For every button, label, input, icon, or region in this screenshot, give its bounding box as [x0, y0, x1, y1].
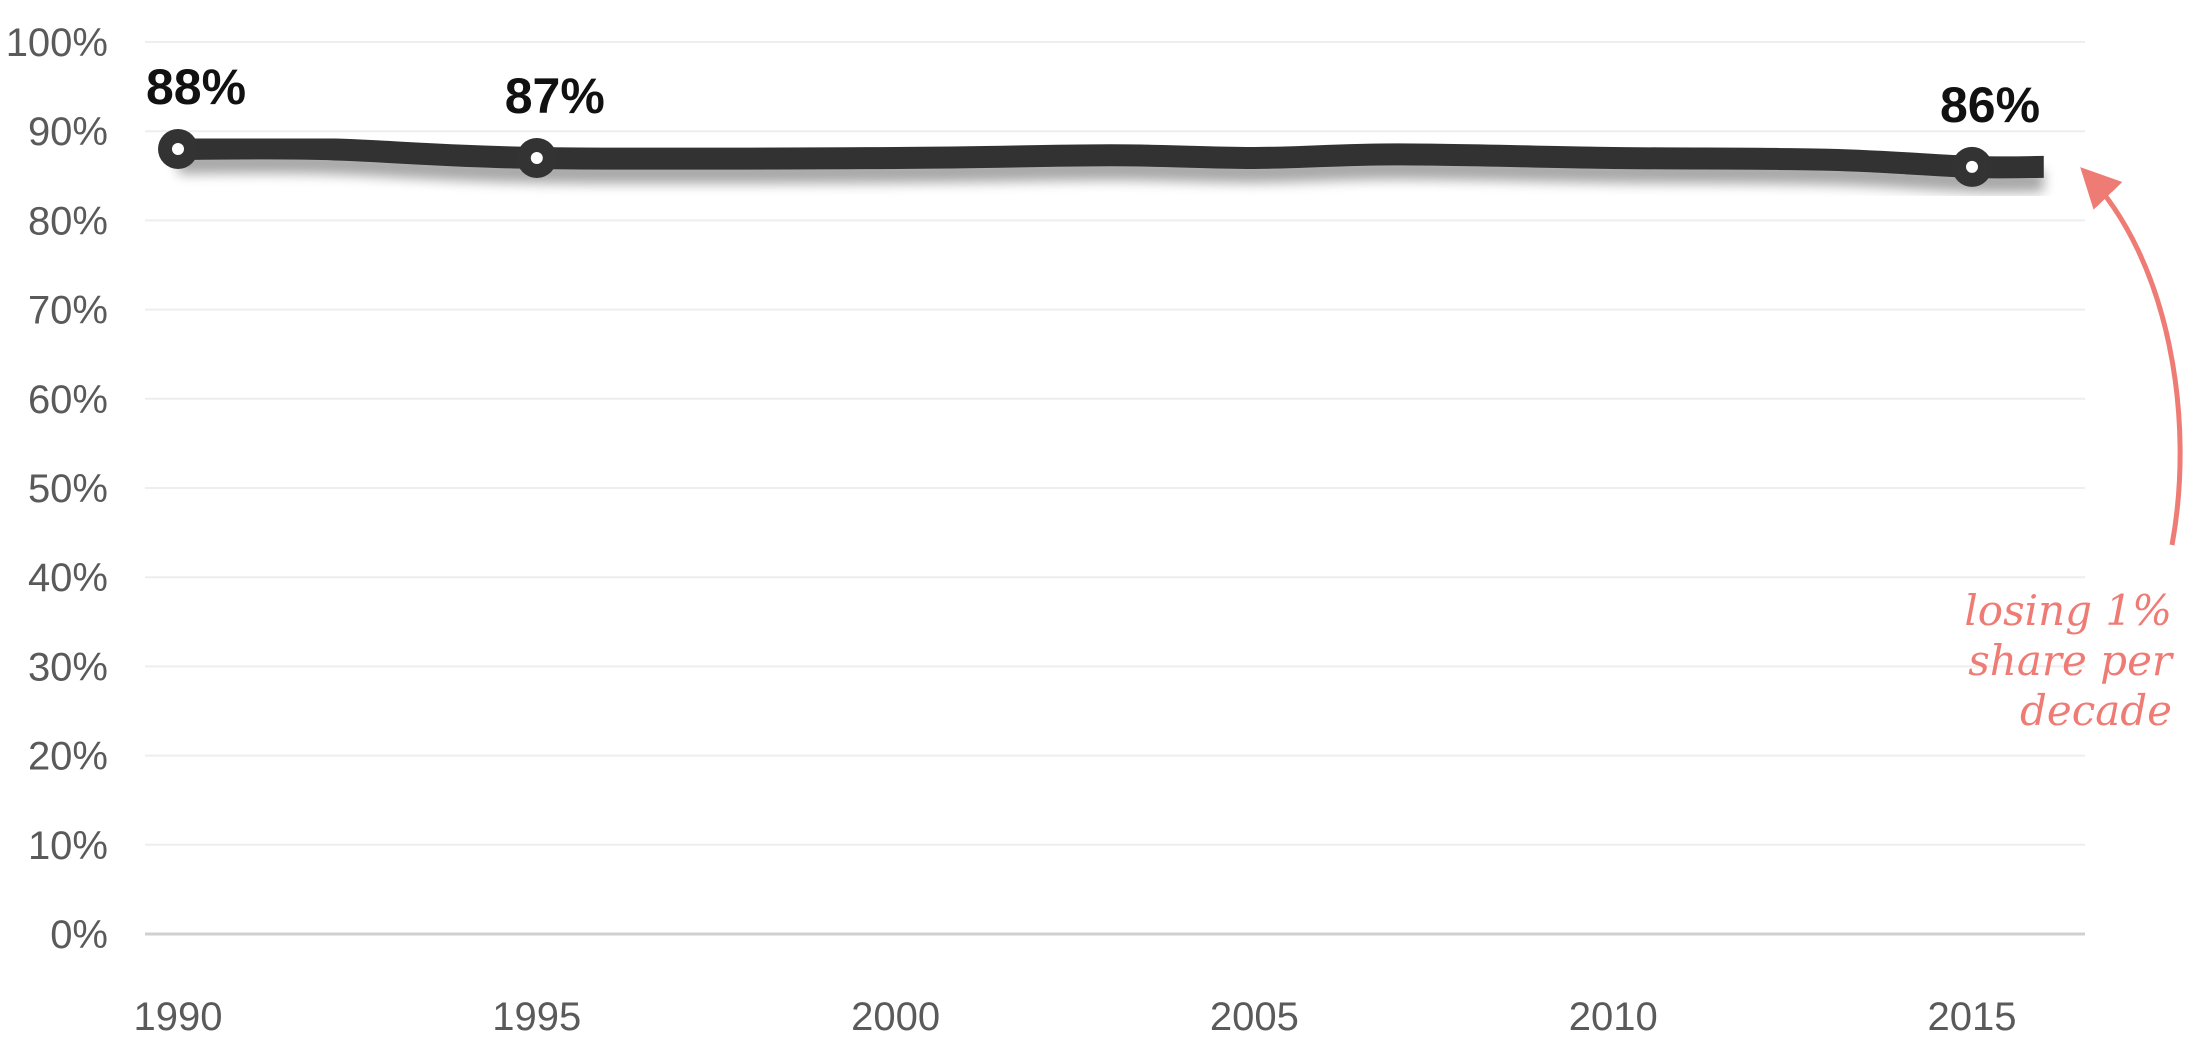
data-label: 87% — [505, 68, 605, 124]
y-tick-label: 80% — [28, 199, 108, 243]
y-tick-label: 50% — [28, 467, 108, 511]
x-tick-label: 1990 — [134, 995, 223, 1039]
x-axis: 1990 1995 2000 2005 2010 2015 — [134, 995, 2017, 1039]
marker-layer: 88% 87% 86% — [146, 59, 2040, 187]
y-tick-label: 20% — [28, 735, 108, 779]
data-label: 86% — [1940, 77, 2040, 133]
y-tick-label: 60% — [28, 378, 108, 422]
series-line — [177, 137, 2044, 179]
data-point-marker-center — [172, 143, 184, 156]
annotation-arrow — [2080, 167, 2183, 546]
annotation-text-line: share per — [1968, 636, 2175, 685]
y-tick-label: 90% — [28, 110, 108, 154]
data-label: 88% — [146, 59, 246, 115]
x-tick-label: 2000 — [851, 995, 940, 1039]
y-tick-label: 70% — [28, 289, 108, 333]
y-tick-label: 30% — [28, 645, 108, 689]
series-layer — [177, 137, 2044, 179]
y-tick-label: 40% — [28, 556, 108, 600]
gridlines — [145, 41, 2085, 936]
x-tick-label: 1995 — [492, 995, 581, 1039]
x-tick-label: 2005 — [1210, 995, 1299, 1039]
data-point-marker-center — [1966, 160, 1978, 173]
annotation-text-line: losing 1% — [1964, 586, 2172, 635]
x-tick-label: 2010 — [1569, 995, 1658, 1039]
y-tick-label: 0% — [50, 913, 108, 957]
y-axis: 0% 10% 20% 30% 40% 50% 60% 70% 80% 90% 100% — [6, 21, 108, 957]
data-point-marker-center — [530, 151, 543, 164]
annotation-text-line: decade — [2020, 686, 2172, 735]
y-tick-label: 100% — [6, 21, 108, 65]
x-tick-label: 2015 — [1928, 995, 2017, 1039]
y-tick-label: 10% — [28, 824, 108, 868]
